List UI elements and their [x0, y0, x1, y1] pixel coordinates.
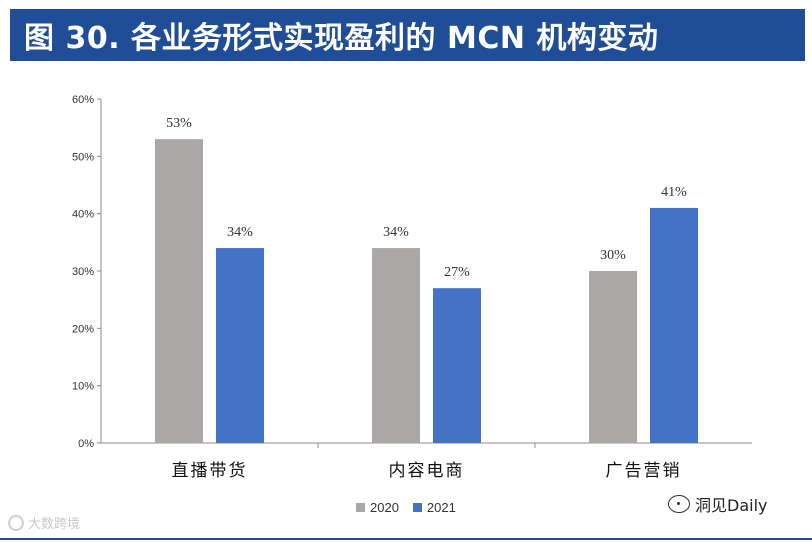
bar-2020-1 [372, 248, 420, 443]
bar-2021-1 [433, 288, 481, 443]
data-label: 30% [600, 248, 626, 263]
data-label: 41% [661, 185, 687, 200]
x-category-label: 广告营销 [606, 461, 682, 481]
y-tick-label: 30% [72, 266, 94, 278]
watermark-left-text: 大数跨境 [28, 517, 81, 532]
data-label: 34% [227, 225, 253, 240]
legend-swatch-2021 [412, 503, 422, 512]
y-tick-label: 10% [72, 381, 94, 393]
y-tick-label: 60% [72, 94, 94, 106]
legend: 2020 2021 [356, 500, 470, 515]
y-tick-label: 0% [78, 438, 94, 450]
watermark-right: 洞见Daily [668, 492, 768, 516]
y-tick-label: 20% [72, 323, 94, 335]
data-label: 27% [444, 265, 470, 280]
watermark-right-text: 洞见Daily [695, 496, 768, 515]
legend-item-2021: 2021 [412, 500, 456, 515]
bottom-rule [0, 538, 812, 540]
data-label: 34% [383, 225, 409, 240]
bar-2020-2 [589, 271, 637, 443]
data-label: 53% [166, 116, 192, 131]
legend-swatch-2020 [356, 503, 365, 512]
title-bar: 图 30. 各业务形式实现盈利的 MCN 机构变动 [10, 9, 805, 61]
bar-2020-0 [155, 139, 203, 443]
x-category-label: 直播带货 [172, 461, 248, 481]
watermark-left: 大数跨境 [8, 513, 80, 532]
y-tick-label: 40% [72, 209, 94, 221]
legend-label-2021: 2021 [426, 500, 456, 515]
legend-item-2020: 2020 [356, 500, 399, 515]
x-category-label: 内容电商 [389, 461, 465, 481]
wechat-icon [668, 495, 690, 513]
y-tick-label: 50% [72, 151, 94, 163]
legend-label-2020: 2020 [370, 500, 399, 515]
bar-2021-0 [216, 248, 264, 443]
bar-2021-2 [650, 207, 698, 443]
chart-title: 图 30. 各业务形式实现盈利的 MCN 机构变动 [24, 21, 659, 56]
watermark-logo-icon [8, 514, 24, 531]
